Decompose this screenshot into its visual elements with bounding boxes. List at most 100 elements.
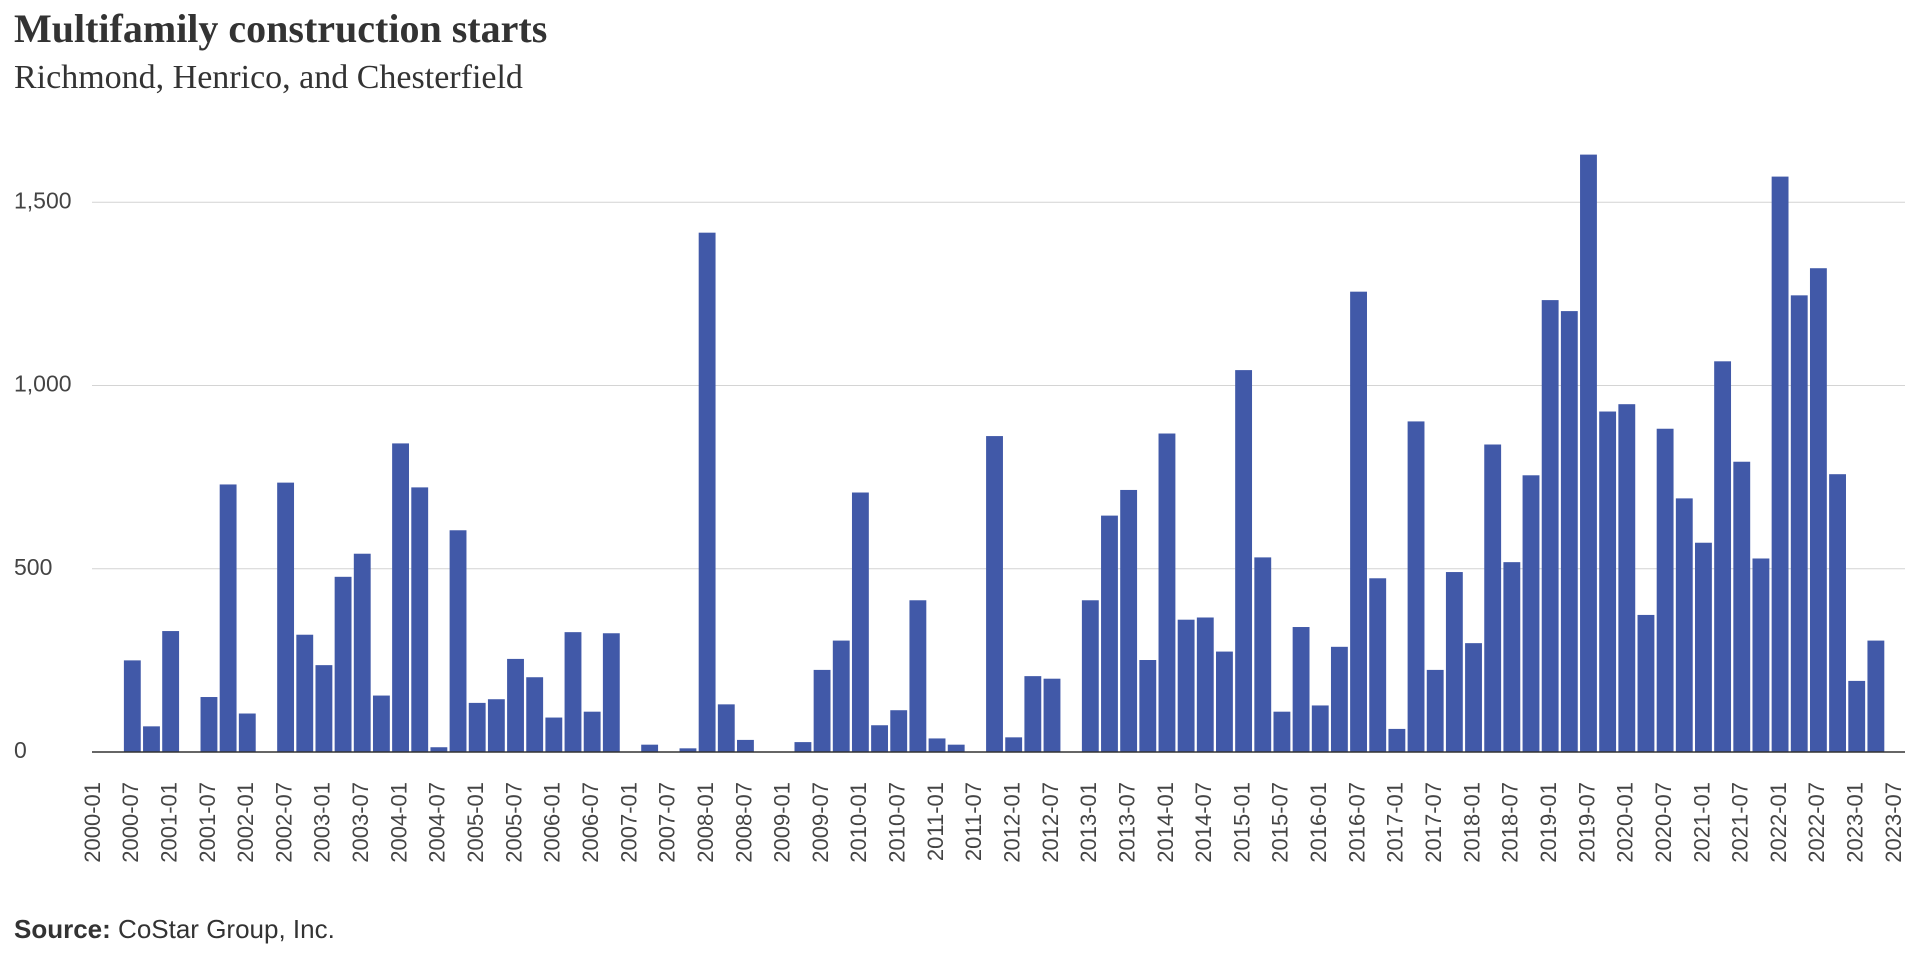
x-tick-label: 2017-07 xyxy=(1421,782,1446,863)
bar xyxy=(526,677,544,752)
x-tick-label: 2008-07 xyxy=(731,782,756,863)
x-tick-label: 2009-01 xyxy=(770,782,795,863)
bar xyxy=(1273,711,1291,752)
x-tick-label: 2019-07 xyxy=(1574,782,1599,863)
bar xyxy=(679,748,697,752)
x-tick-label: 2011-07 xyxy=(961,782,986,861)
bar xyxy=(1235,370,1253,752)
bar xyxy=(1465,643,1482,752)
bar xyxy=(392,443,409,752)
x-tick-label: 2019-01 xyxy=(1536,782,1561,863)
x-tick-label: 2003-07 xyxy=(348,782,373,863)
x-tick-label: 2009-07 xyxy=(808,782,833,863)
bar xyxy=(1848,680,1866,752)
x-tick-label: 2017-01 xyxy=(1383,782,1408,863)
chart-subtitle: Richmond, Henrico, and Chesterfield xyxy=(14,59,523,96)
bar xyxy=(238,713,256,752)
bar xyxy=(123,660,141,752)
bar xyxy=(717,704,735,752)
bar xyxy=(468,702,486,752)
bar xyxy=(698,232,716,752)
x-tick-label: 2006-01 xyxy=(540,782,565,863)
bar xyxy=(1101,515,1118,752)
x-tick-label: 2001-07 xyxy=(195,782,220,863)
bar xyxy=(832,640,850,752)
x-tick-label: 2016-07 xyxy=(1344,782,1369,863)
bar xyxy=(890,710,908,752)
x-tick-label: 2023-01 xyxy=(1843,782,1868,863)
x-tick-label: 2004-01 xyxy=(386,782,411,863)
source: Source: CoStar Group, Inc. xyxy=(14,914,335,944)
bar xyxy=(1503,562,1521,752)
x-tick-label: 2004-07 xyxy=(425,782,450,863)
bar xyxy=(1043,678,1061,752)
bar xyxy=(1445,572,1463,752)
bar xyxy=(583,711,601,752)
x-tick-label: 2006-07 xyxy=(578,782,603,863)
x-tick-label: 2016-01 xyxy=(1306,782,1331,863)
x-tick-label: 2020-01 xyxy=(1613,782,1638,863)
x-tick-label: 2015-07 xyxy=(1268,782,1293,863)
x-tick-label: 2012-07 xyxy=(1038,782,1063,863)
bar xyxy=(1158,433,1176,752)
x-tick-label: 2023-07 xyxy=(1881,782,1906,863)
bar xyxy=(1867,640,1885,752)
bar xyxy=(353,553,371,752)
x-tick-label: 2001-01 xyxy=(156,782,181,863)
bar xyxy=(200,697,218,752)
x-tick-label: 2014-07 xyxy=(1191,782,1216,863)
x-tick-label: 2011-01 xyxy=(923,782,948,861)
x-tick-label: 2008-01 xyxy=(693,782,718,863)
bar xyxy=(986,436,1003,752)
x-tick-label: 2022-07 xyxy=(1804,782,1829,863)
x-tick-label: 2020-07 xyxy=(1651,782,1676,863)
bar xyxy=(1484,444,1502,752)
x-tick-label: 2021-01 xyxy=(1689,782,1714,863)
bar xyxy=(1388,728,1406,752)
bar xyxy=(1350,291,1367,752)
bar xyxy=(1024,676,1042,752)
bar xyxy=(143,726,160,752)
x-tick-label: 2015-01 xyxy=(1229,782,1254,863)
x-tick-label: 2012-01 xyxy=(999,782,1024,863)
bar xyxy=(794,742,812,752)
bar xyxy=(1656,428,1674,752)
bar xyxy=(1580,154,1597,753)
bar xyxy=(737,739,754,752)
bar xyxy=(1790,295,1808,752)
bar xyxy=(1599,411,1617,752)
bar xyxy=(1120,489,1138,752)
bar xyxy=(545,717,563,752)
bar xyxy=(1560,311,1578,752)
bar xyxy=(1809,268,1827,752)
bar xyxy=(1426,669,1444,752)
bar xyxy=(564,632,582,752)
bar xyxy=(1139,660,1157,752)
bar xyxy=(315,665,333,752)
bar xyxy=(449,530,467,752)
x-tick-label: 2014-01 xyxy=(1153,782,1178,863)
y-tick-label: 500 xyxy=(14,554,52,580)
x-tick-label: 2000-07 xyxy=(118,782,143,863)
x-tick-label: 2013-01 xyxy=(1076,782,1101,863)
bar xyxy=(334,576,352,752)
bar xyxy=(871,725,888,752)
bar xyxy=(1695,542,1712,752)
bar xyxy=(1541,300,1559,752)
x-tick-label: 2013-07 xyxy=(1114,782,1139,863)
bar xyxy=(641,744,659,752)
bar xyxy=(487,699,505,752)
chart-title: Multifamily construction starts xyxy=(14,6,547,51)
bar xyxy=(928,738,946,752)
x-tick-label: 2010-01 xyxy=(846,782,871,863)
bar xyxy=(1005,737,1023,752)
bar xyxy=(851,492,869,752)
y-tick-label: 1,000 xyxy=(14,371,72,397)
bar xyxy=(602,633,620,752)
bar xyxy=(1714,361,1732,752)
x-tick-label: 2021-07 xyxy=(1728,782,1753,863)
bar xyxy=(1254,557,1272,752)
bar xyxy=(1081,600,1099,752)
bar xyxy=(947,744,965,752)
